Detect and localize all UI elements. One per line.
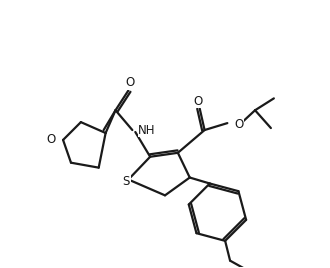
Text: O: O xyxy=(126,76,135,89)
Text: O: O xyxy=(193,95,202,108)
Text: S: S xyxy=(123,175,130,188)
Text: O: O xyxy=(46,133,55,146)
Text: O: O xyxy=(234,118,244,131)
Text: NH: NH xyxy=(138,124,156,136)
